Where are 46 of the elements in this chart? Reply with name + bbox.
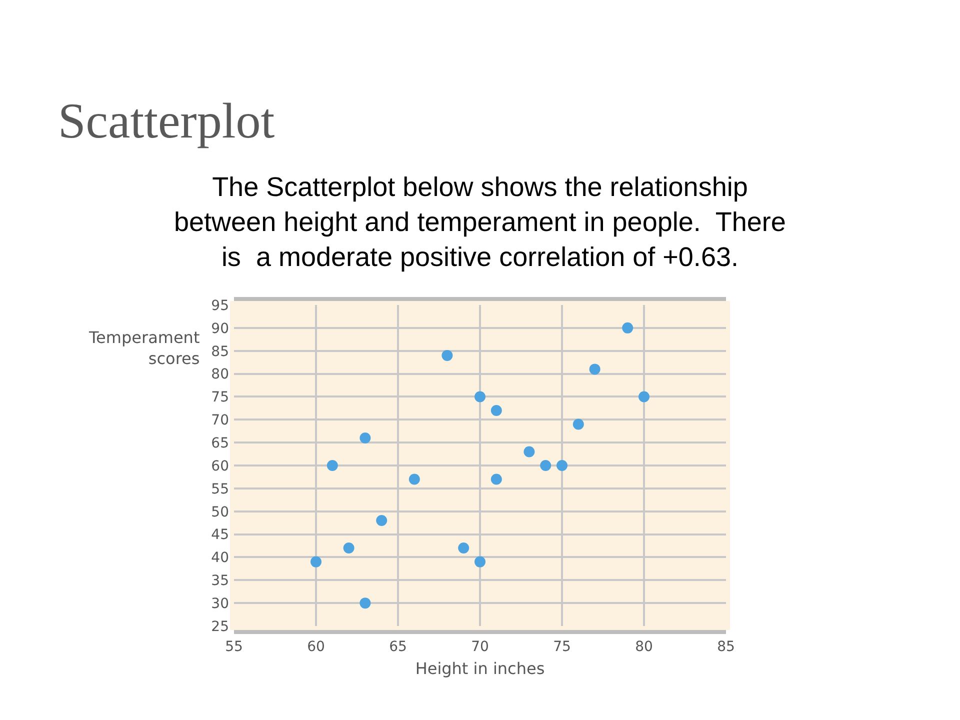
y-tick-label: 50 [211,504,229,520]
point [474,391,486,402]
y-tick-label: 60 [211,458,229,474]
y-tick-label: 55 [211,481,229,498]
point [360,598,371,609]
x-tick-label: 85 [717,638,735,655]
y-tick-label: 45 [211,527,229,544]
point [343,542,354,554]
point [408,474,420,485]
chart-title: Scatterplot [58,92,275,148]
y-tick-label: 80 [211,366,229,383]
y-tick-label: 75 [211,390,229,406]
point [360,432,371,444]
point [572,418,584,430]
point [622,322,634,334]
point [458,542,470,554]
x-tick-label: 60 [307,638,325,655]
y-tick-label: 90 [211,320,229,337]
point [442,350,453,361]
y-tick-label: 65 [211,435,229,452]
y-tick-label: 35 [211,573,229,590]
y-tick-label: 25 [211,618,229,635]
x-axis-title: Height in inches [415,659,545,678]
point [589,364,600,375]
y-tick-label: 40 [211,550,229,566]
y-tick-label: 30 [211,596,229,612]
y-tick-label: 70 [211,412,229,429]
chart-subtitle: The Scatterplot below shows the relationship between height and temperament in people. There is a moderate positive correlation of +0.63. [174,172,786,272]
point [326,460,338,471]
point [524,446,535,458]
point [310,556,322,568]
x-tick-label: 55 [225,638,243,655]
point [490,404,502,416]
x-tick-label: 80 [635,638,653,655]
x-tick-label: 70 [471,638,489,655]
y-axis-title: Temperament scores [88,328,200,368]
point [540,460,552,471]
point [638,391,650,402]
point [376,515,388,526]
y-tick-label: 85 [211,344,229,360]
point [490,474,502,485]
x-tick-label: 65 [389,638,407,655]
point [556,460,568,471]
y-tick-label: 95 [211,298,229,314]
point [474,556,486,568]
x-tick-label: 75 [553,638,571,655]
